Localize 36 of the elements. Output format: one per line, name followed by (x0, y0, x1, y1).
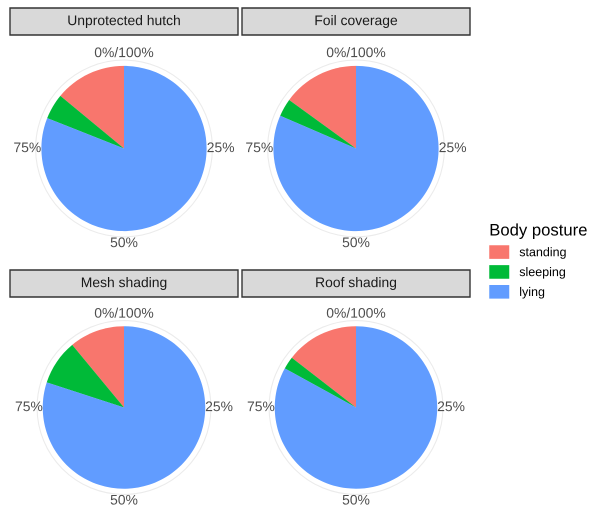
legend-label: lying (520, 286, 544, 299)
text: 75% (246, 142, 273, 152)
pie-slice (72, 326, 124, 408)
pie-slice (280, 100, 356, 148)
pie-slice (42, 326, 206, 489)
pie-slice (284, 358, 356, 408)
text: 25% (439, 142, 466, 152)
text: 0%/100% (326, 47, 386, 58)
pie-slice (273, 66, 439, 232)
pie-slice (60, 66, 124, 148)
text: 50% (110, 494, 138, 505)
text: 0%/100% (326, 308, 386, 318)
pie-slice (47, 96, 124, 148)
legend-label: sleeping (520, 267, 566, 279)
legend-label: standing (520, 247, 566, 259)
chart-title: Roof shading (316, 277, 396, 290)
text: 25% (207, 142, 234, 152)
text: 0%/100% (94, 47, 154, 58)
text: 75% (14, 142, 41, 152)
text: 50% (342, 237, 370, 248)
pie-slice (41, 66, 207, 232)
pie-slice (292, 326, 356, 408)
text: 50% (110, 237, 138, 248)
chart-title: Foil coverage (315, 15, 398, 28)
text: 25% (206, 401, 232, 412)
text: 50% (342, 494, 370, 505)
text: 75% (16, 401, 42, 412)
text: 75% (248, 401, 274, 412)
text: 25% (438, 401, 464, 412)
pie-slice (289, 66, 356, 148)
pie-slice (46, 344, 124, 408)
legend-title: Body posture (490, 223, 587, 239)
text: 0%/100% (94, 308, 154, 318)
chart-title: Mesh shading (82, 277, 166, 290)
pie-slice (274, 326, 438, 489)
chart-title: Unprotected hutch (68, 15, 180, 28)
